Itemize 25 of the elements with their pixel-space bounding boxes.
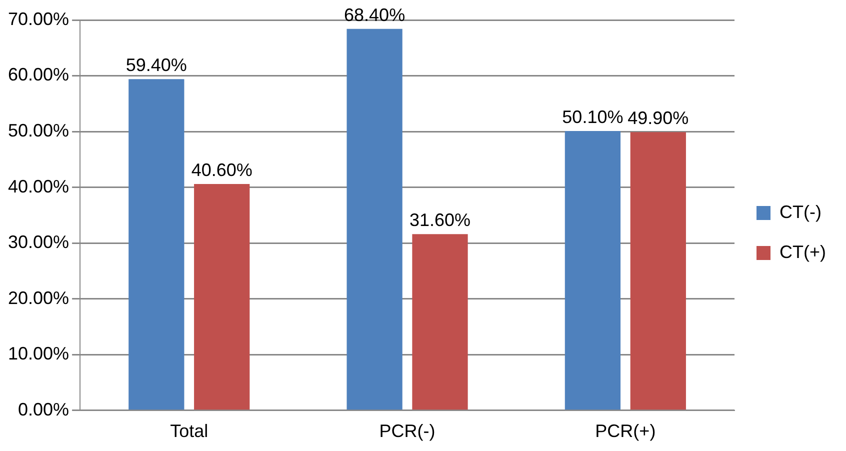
bar <box>412 234 468 410</box>
y-tick-label: 50.00% <box>8 120 70 141</box>
data-label: 40.60% <box>191 160 252 180</box>
y-tick-label: 10.00% <box>8 344 70 364</box>
bar <box>128 79 184 410</box>
bar <box>346 28 402 410</box>
legend-label: CT(+) <box>780 242 826 262</box>
data-label: 68.40% <box>344 4 406 25</box>
y-tick-label: 60.00% <box>8 64 70 85</box>
data-label: 59.40% <box>126 55 187 76</box>
legend-label: CT(-) <box>780 202 822 222</box>
y-tick-label: 70.00% <box>8 8 70 29</box>
y-tick-label: 40.00% <box>8 176 70 196</box>
y-tick-label: 20.00% <box>8 288 70 308</box>
data-label: 31.60% <box>409 210 471 230</box>
bar <box>630 132 686 410</box>
x-tick-label: PCR(-) <box>379 421 436 442</box>
x-tick-label: Total <box>170 421 208 442</box>
bar <box>564 130 621 410</box>
bar <box>194 184 250 410</box>
data-label: 49.90% <box>628 108 689 128</box>
x-tick-label: PCR(+) <box>595 421 656 442</box>
y-tick-label: 30.00% <box>8 232 70 252</box>
data-label: 50.10% <box>562 106 624 127</box>
y-tick-label: 0.00% <box>18 399 70 420</box>
